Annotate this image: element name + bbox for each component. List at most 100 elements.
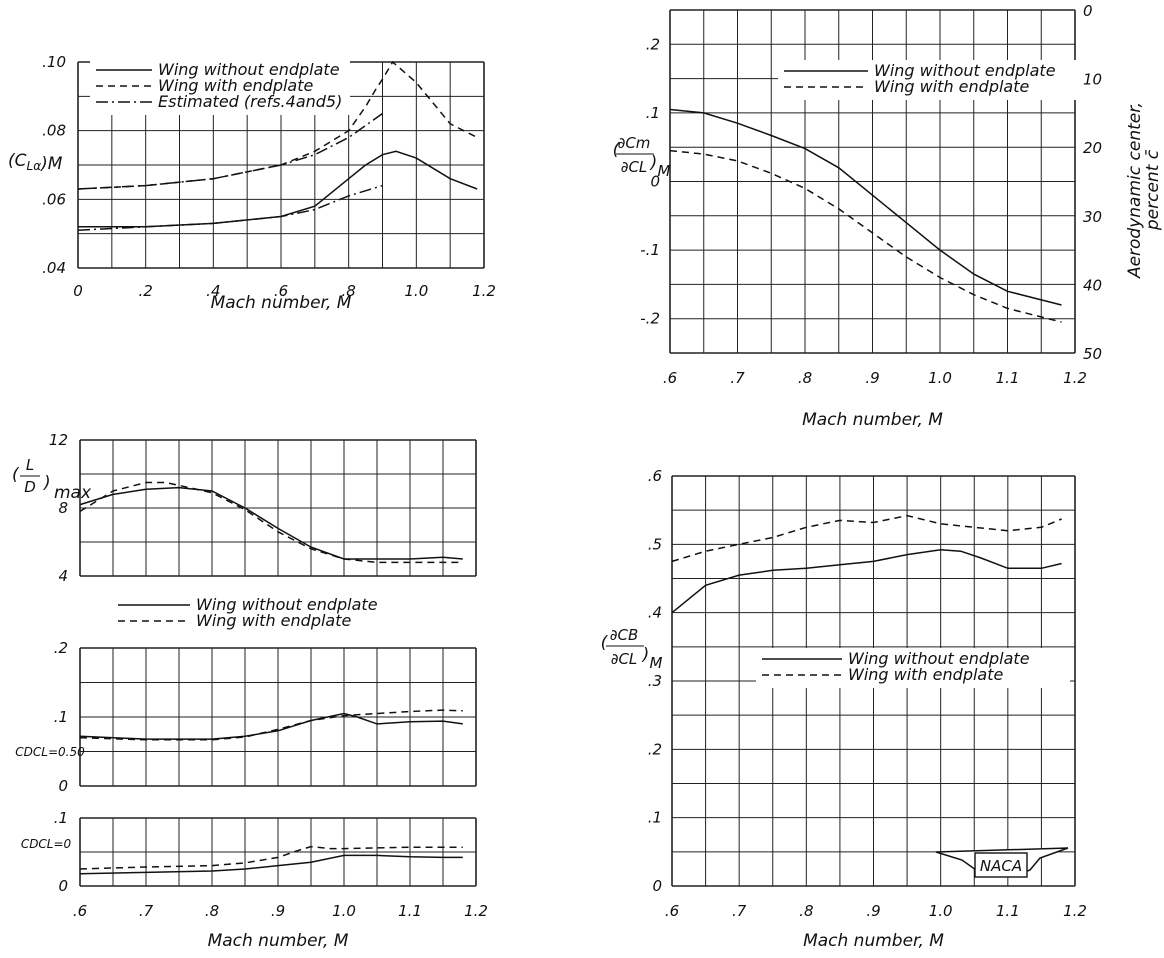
x-tick-label: 1.0	[928, 369, 952, 387]
legend-label: Wing with endplate	[874, 77, 1030, 96]
x-tick-label: .6	[663, 369, 677, 387]
y-tick-label: .10	[42, 53, 66, 71]
y-tick-label: .04	[42, 259, 66, 277]
y-tick-label: .1	[648, 809, 662, 827]
right-axis-label: Aerodynamic center,	[1125, 102, 1145, 279]
legend-label: Wing with endplate	[848, 665, 1004, 684]
y-tick-label: 4	[58, 567, 68, 585]
series-line-dashed	[671, 514, 1062, 563]
y-label-paren: )	[641, 645, 650, 665]
right-tick-label: 40	[1083, 276, 1102, 294]
y-tick-label: .6	[648, 467, 662, 485]
chart-panel-cd0: .6 .7 .8 .9 1.0 1.1 1.2 0 .1 CDCL=0 Mach number, M	[21, 809, 488, 951]
series-line-dashed	[79, 709, 463, 741]
y-tick-label: .2	[648, 740, 662, 758]
x-tick-label: .7	[732, 902, 747, 920]
x-tick-label: 1.2	[1063, 369, 1087, 387]
x-tick-label: .8	[205, 902, 219, 920]
x-tick-label: 1.2	[1063, 902, 1087, 920]
x-tick-label: 1.1	[398, 902, 422, 920]
x-tick-label: 1.2	[464, 902, 488, 920]
right-tick-label: 20	[1083, 139, 1102, 157]
legend-box	[90, 59, 350, 115]
series-line-dashdot	[77, 184, 383, 231]
y-label-paren: (	[12, 465, 20, 485]
y-tick-label: 0	[650, 173, 660, 191]
y-axis-label: (CLα)M	[8, 151, 63, 174]
x-tick-label: 1.0	[332, 902, 356, 920]
legend-box	[112, 594, 422, 634]
series-line-solid	[671, 549, 1062, 614]
series-line-dashed	[79, 481, 463, 564]
y-label-sub: M	[658, 162, 671, 180]
right-axis-label-2: percent c̄	[1143, 149, 1163, 231]
legend-label: Estimated (refs.4and5)	[158, 92, 342, 111]
legend-box	[756, 648, 1070, 688]
y-tick-label: .3	[648, 672, 662, 690]
y-label-den: D	[24, 478, 36, 496]
y-tick-label: .4	[648, 604, 662, 622]
chart-panel-cm: .6 .7 .8 .9 1.0 1.1 1.2 -.2 -.1 0 .1 .2 0 10 20 30 40 50 M…	[613, 2, 1163, 430]
x-tick-label: .7	[730, 369, 745, 387]
x-tick-label: 0	[73, 282, 83, 300]
y-tick-label: .1	[646, 104, 660, 122]
series-line-dashdot	[77, 112, 383, 190]
y-tick-label: 12	[49, 431, 68, 449]
legend-box	[778, 60, 1078, 100]
x-tick-label: .9	[865, 369, 879, 387]
y-label-paren: )	[42, 473, 51, 493]
series-line-solid	[669, 108, 1062, 306]
y-tick-label: -.1	[640, 241, 660, 259]
y-label-paren: (	[613, 140, 621, 160]
y-tick-label: .08	[42, 122, 66, 140]
series-line-dashed	[79, 845, 463, 870]
right-tick-label: 50	[1083, 345, 1102, 363]
series-line-solid	[79, 486, 463, 560]
x-tick-label: .9	[866, 902, 880, 920]
x-axis-label: Mach number, M	[208, 931, 349, 951]
x-tick-label: 1.1	[996, 902, 1020, 920]
legend-label: Wing without endplate	[196, 595, 378, 614]
x-tick-label: 1.2	[472, 282, 496, 300]
y-tick-label: 0	[652, 877, 662, 895]
right-tick-label: 10	[1083, 71, 1102, 89]
x-axis-label: Mach number, M	[803, 931, 944, 951]
y-tick-label: .1	[54, 708, 68, 726]
legend-label: Wing without endplate	[158, 60, 340, 79]
x-tick-label: .9	[271, 902, 285, 920]
y-tick-label: .2	[54, 639, 68, 657]
right-tick-label: 30	[1083, 208, 1102, 226]
y-tick-label: -.2	[640, 310, 660, 328]
right-tick-label: 0	[1083, 2, 1093, 20]
y-label-sub: max	[54, 483, 92, 503]
y-tick-label: 8	[58, 499, 68, 517]
y-tick-label: .5	[648, 535, 662, 553]
series-line-solid	[78, 150, 478, 228]
y-tick-label: .06	[42, 190, 66, 208]
x-tick-label: .8	[342, 282, 356, 300]
y-tick-label: 0	[58, 777, 68, 795]
x-tick-label: 1.0	[929, 902, 953, 920]
logo-text: NACA	[980, 857, 1022, 875]
x-tick-label: .6	[274, 282, 288, 300]
x-tick-label: .8	[799, 902, 813, 920]
x-tick-label: .6	[665, 902, 679, 920]
x-tick-label: .8	[798, 369, 812, 387]
y-label-den: ∂CL	[611, 650, 638, 668]
y-label-sub: M	[650, 654, 663, 672]
x-tick-label: .7	[139, 902, 154, 920]
chart-panel-cla: 0 .2 .4 .6 .8 1.0 1.2 .04 .06 .08 .10 Mach number, …	[8, 53, 496, 313]
legend-label: Wing without endplate	[848, 649, 1030, 668]
y-label-den: ∂CL	[621, 158, 648, 176]
x-axis-label: Mach number, M	[211, 293, 352, 313]
y-axis-label: CDCL=0.50	[15, 745, 85, 759]
y-axis-label: CDCL=0	[21, 837, 72, 851]
y-label-num: ∂Cm	[618, 134, 651, 152]
y-label-num: ∂CB	[610, 626, 639, 644]
legend-label: Wing without endplate	[874, 61, 1056, 80]
x-tick-label: .2	[139, 282, 153, 300]
x-axis-label: Mach number, M	[802, 410, 943, 430]
chart-panel-cb: .6 .7 .8 .9 1.0 1.1 1.2 0 .1 .2 .3 .4 .5 .6 Mach numbe…	[601, 467, 1087, 951]
